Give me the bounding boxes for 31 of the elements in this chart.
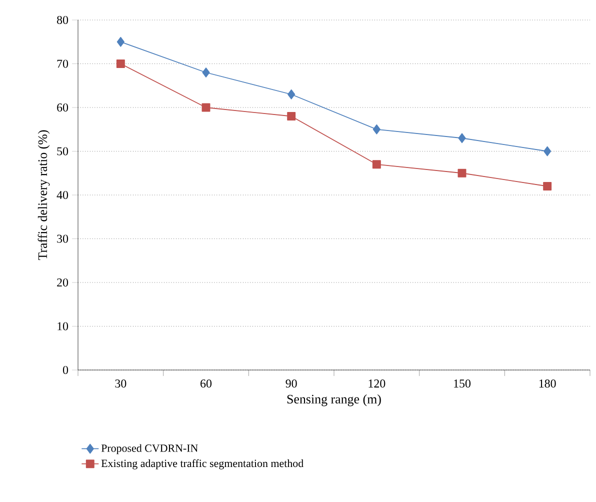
point (458, 168, 466, 178)
y-tick-label: 30 (57, 234, 68, 243)
point (116, 36, 124, 47)
x-tick-label: 150 (454, 379, 471, 388)
y-tick-label: 20 (57, 278, 68, 287)
point (543, 182, 552, 190)
x-tick-label: 60 (200, 379, 212, 388)
point (202, 103, 210, 112)
y-axis-title: Traffic delivery ratio (%) (38, 130, 50, 260)
point (288, 89, 296, 100)
x-tick-label: 180 (539, 379, 556, 388)
y-tick-label: 40 (56, 190, 68, 200)
x-tick-label: 90 (286, 379, 297, 388)
y-tick-label: 80 (57, 16, 68, 24)
y-tick-label: 10 (58, 322, 68, 330)
point (372, 124, 380, 134)
point (458, 133, 466, 144)
point (372, 160, 381, 169)
y-tick-label: 50 (57, 147, 68, 156)
y-tick-label: 60 (57, 103, 68, 112)
x-tick-label: 30 (115, 379, 126, 388)
x-axis-title: Sensing range (m) (287, 394, 381, 406)
point (116, 60, 125, 68)
y-tick-label: 0 (62, 366, 68, 374)
legend-label: Existing adaptive traffic segmentation method (101, 459, 304, 470)
point (202, 68, 210, 78)
x-tick-label: 120 (368, 379, 386, 388)
y-tick-label: 70 (57, 60, 68, 68)
legend-label: Proposed CVDRN-IN (101, 444, 198, 454)
point (544, 146, 552, 156)
point (287, 112, 296, 120)
